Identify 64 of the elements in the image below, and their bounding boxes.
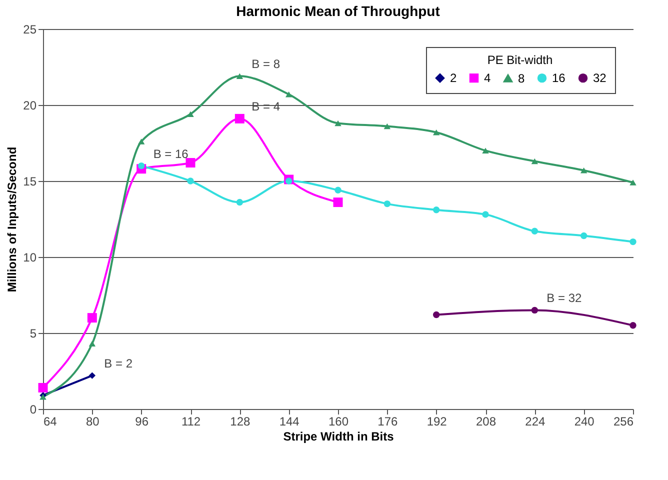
point xyxy=(432,311,440,318)
point xyxy=(384,123,391,130)
point xyxy=(285,178,292,184)
legend-label: 4 xyxy=(484,71,491,86)
x-tick-label: 240 xyxy=(574,414,595,428)
point xyxy=(384,200,391,208)
x-tick-label: 192 xyxy=(426,414,448,428)
point xyxy=(482,148,489,154)
chart-title: Harmonic Mean of Throughput xyxy=(236,3,440,19)
point xyxy=(88,372,96,379)
y-tick-label: 10 xyxy=(23,250,37,264)
point xyxy=(234,114,244,124)
point xyxy=(187,178,194,184)
point xyxy=(531,158,538,164)
y-tick-label: 20 xyxy=(23,98,37,112)
point xyxy=(187,111,194,118)
point xyxy=(630,322,636,329)
point xyxy=(580,232,588,240)
legend-label: 32 xyxy=(593,71,607,86)
point xyxy=(88,340,96,347)
annotation: B = 8 xyxy=(252,57,280,72)
legend-label: 8 xyxy=(518,71,525,86)
point xyxy=(138,138,145,144)
legend-title: PE Bit-width xyxy=(487,53,553,67)
point xyxy=(630,180,636,186)
point xyxy=(236,198,244,206)
point xyxy=(333,198,343,208)
point xyxy=(236,73,244,80)
x-tick-label: 208 xyxy=(476,414,496,428)
point xyxy=(87,313,97,323)
point xyxy=(432,206,440,214)
y-tick-label: 0 xyxy=(30,402,37,416)
x-tick-label: 64 xyxy=(44,414,58,428)
x-tick-label: 144 xyxy=(279,414,300,428)
point xyxy=(580,167,588,174)
point xyxy=(186,158,196,168)
x-tick-label: 80 xyxy=(86,414,100,428)
legend-label: 2 xyxy=(450,71,457,86)
y-tick-label: 15 xyxy=(23,174,37,188)
y-tick-label: 25 xyxy=(23,22,37,36)
x-tick-label: 224 xyxy=(525,414,546,428)
annotation: B = 2 xyxy=(104,356,133,371)
x-tick-label: 112 xyxy=(181,414,201,428)
point xyxy=(482,211,489,218)
x-tick-label: 176 xyxy=(378,414,398,428)
annotation: B = 32 xyxy=(546,291,582,306)
x-tick-label: 128 xyxy=(230,414,250,428)
annotation: B = 16 xyxy=(153,146,189,161)
y-axis-title: Millions of Inputs/Second xyxy=(5,146,20,292)
legend-label: 16 xyxy=(552,71,566,86)
x-axis-title: Stripe Width in Bits xyxy=(283,430,394,444)
x-tick-label: 96 xyxy=(135,414,149,428)
point xyxy=(531,306,538,314)
point xyxy=(334,120,342,126)
y-tick-label: 5 xyxy=(30,326,37,340)
point xyxy=(285,91,292,98)
point xyxy=(630,238,636,246)
x-tick-label: 256 xyxy=(613,414,634,428)
point xyxy=(432,129,440,136)
point xyxy=(531,228,538,235)
x-tick-label: 160 xyxy=(328,414,349,428)
point xyxy=(334,186,342,194)
point xyxy=(138,162,145,170)
point xyxy=(38,382,48,392)
